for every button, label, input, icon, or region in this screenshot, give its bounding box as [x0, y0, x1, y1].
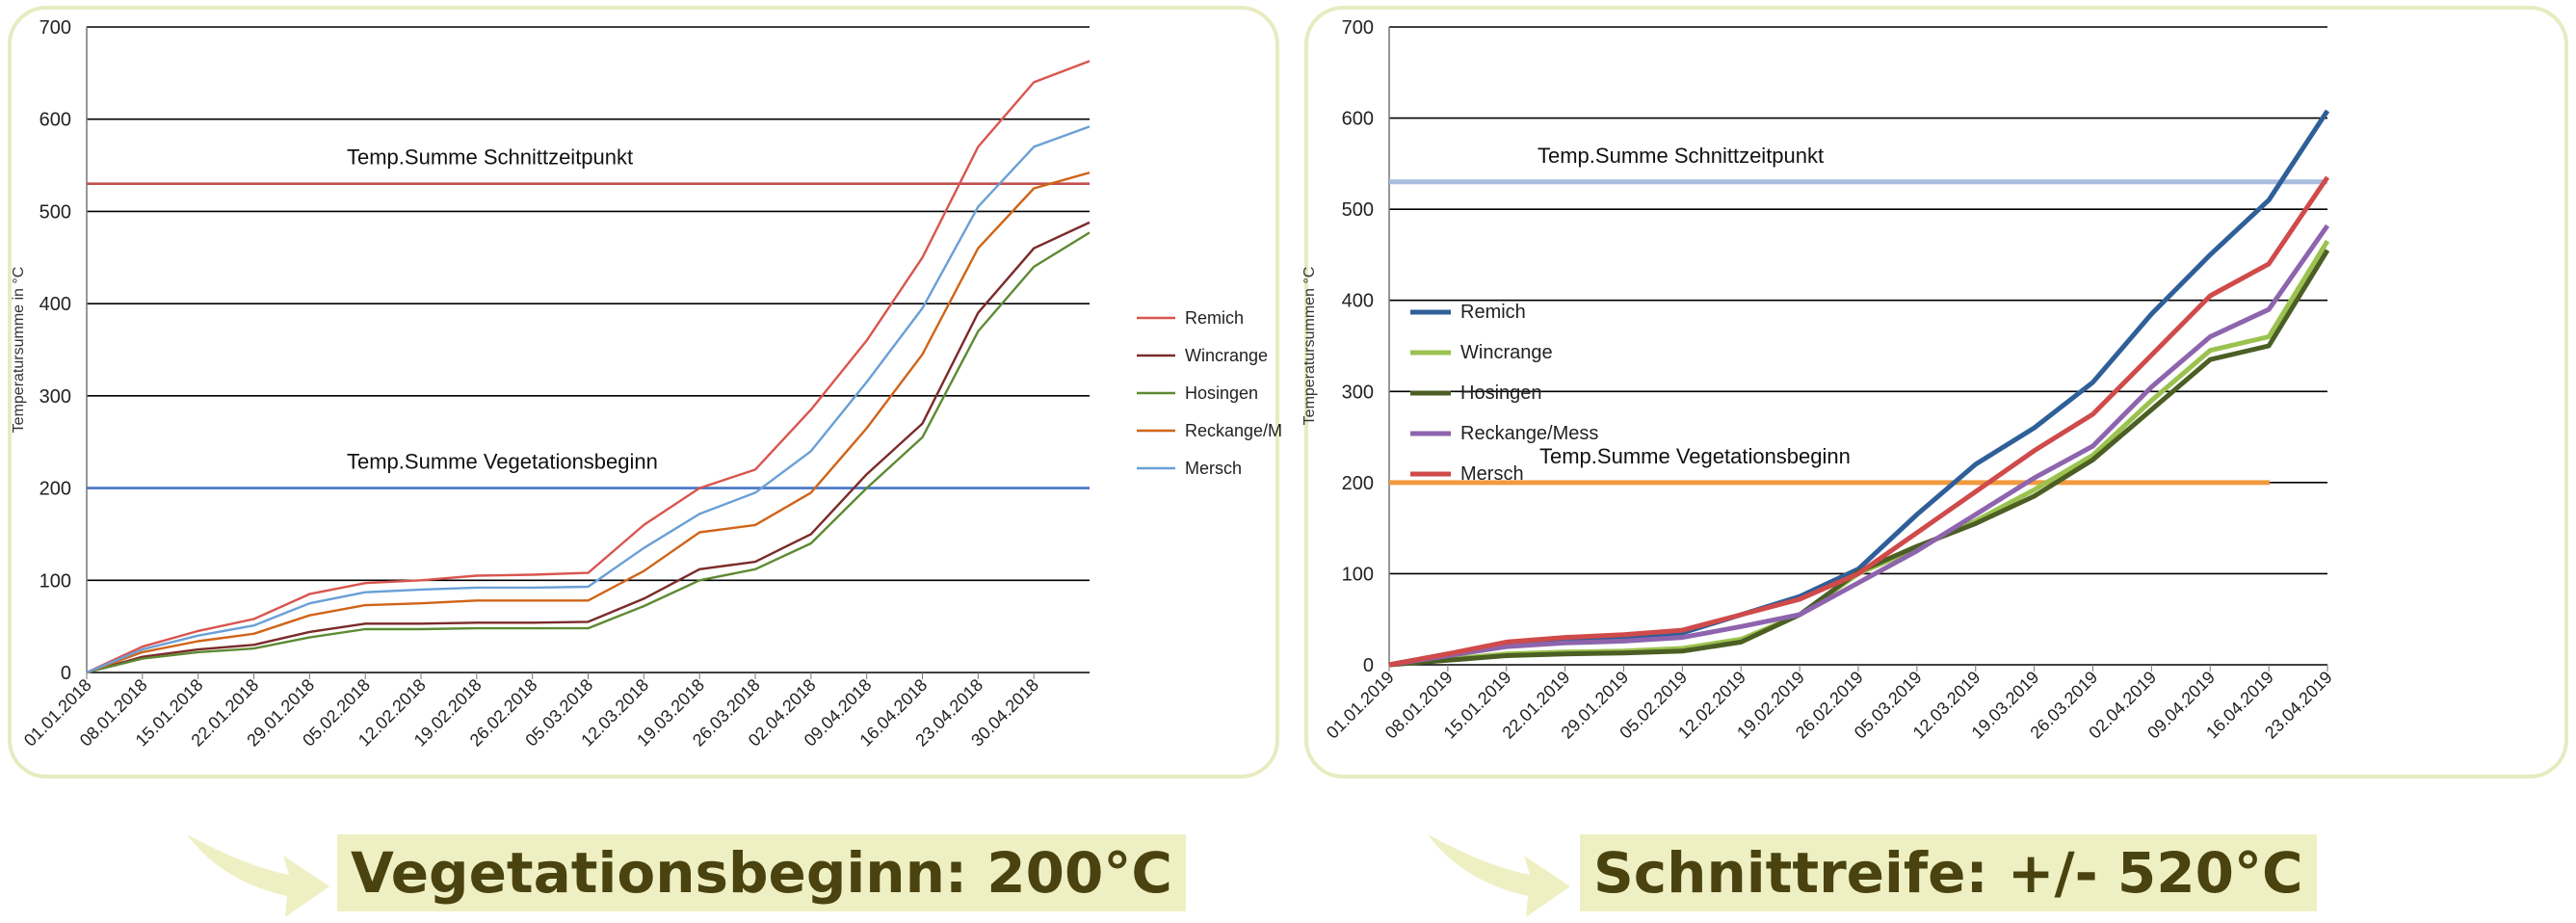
reference-line-label: Temp.Summe Schnittzeitpunkt — [347, 145, 633, 170]
legend-label: Hosingen — [1460, 382, 1542, 404]
y-tick-label: 700 — [1342, 17, 1374, 39]
cutting-maturity-callout: Schnittreife: +/- 520°C — [1580, 834, 2317, 911]
y-tick-label: 0 — [61, 663, 71, 684]
vegetation-start-callout: Vegetationsbeginn: 200°C — [337, 834, 1186, 911]
y-axis-title: Temperatursummen °C — [1301, 267, 1318, 426]
series-line — [86, 231, 1091, 674]
curved-arrow-icon — [1428, 834, 1570, 917]
series-line — [86, 221, 1091, 674]
y-tick-label: 300 — [1342, 382, 1374, 403]
curved-arrow-icon — [187, 834, 329, 917]
y-tick-label: 100 — [39, 570, 71, 592]
series-line — [86, 171, 1091, 674]
legend-label: Reckange/M — [1185, 421, 1282, 440]
reference-line-label: Temp.Summe Schnittzeitpunkt — [1538, 144, 1824, 168]
series-line — [86, 60, 1091, 674]
y-tick-label: 100 — [1342, 564, 1374, 585]
y-tick-label: 200 — [39, 479, 71, 500]
temperature-sum-chart-2018: 010020030040050060070001.01.201808.01.20… — [11, 17, 1282, 751]
legend-label: Remich — [1460, 302, 1526, 323]
legend-label: Wincrange — [1185, 346, 1268, 365]
series-line — [1388, 224, 2330, 668]
legend-label: Remich — [1185, 308, 1244, 328]
y-tick-label: 0 — [1363, 655, 1374, 676]
reference-line-label: Temp.Summe Vegetationsbeginn — [1539, 444, 1851, 468]
legend-label: Reckange/Mess — [1460, 423, 1598, 444]
y-tick-label: 200 — [1342, 473, 1374, 494]
temperature-sum-chart-2019: 010020030040050060070001.01.201908.01.20… — [1301, 17, 2336, 743]
legend-label: Wincrange — [1460, 342, 1553, 363]
series-line — [86, 125, 1091, 674]
y-tick-label: 700 — [39, 17, 71, 39]
y-tick-label: 500 — [1342, 199, 1374, 221]
y-tick-label: 500 — [39, 201, 71, 223]
y-tick-label: 600 — [39, 110, 71, 131]
reference-line-label: Temp.Summe Vegetationsbeginn — [347, 450, 658, 474]
legend-label: Mersch — [1460, 463, 1524, 485]
y-axis-title: Temperatursumme in °C — [11, 267, 27, 434]
series-line — [1388, 239, 2330, 668]
series-line — [1388, 175, 2330, 668]
legend-label: Hosingen — [1185, 383, 1258, 403]
y-tick-label: 300 — [39, 386, 71, 408]
series-line — [1388, 249, 2330, 668]
y-tick-label: 400 — [39, 294, 71, 315]
y-tick-label: 600 — [1342, 109, 1374, 130]
legend-label: Mersch — [1185, 459, 1242, 478]
y-tick-label: 400 — [1342, 291, 1374, 312]
